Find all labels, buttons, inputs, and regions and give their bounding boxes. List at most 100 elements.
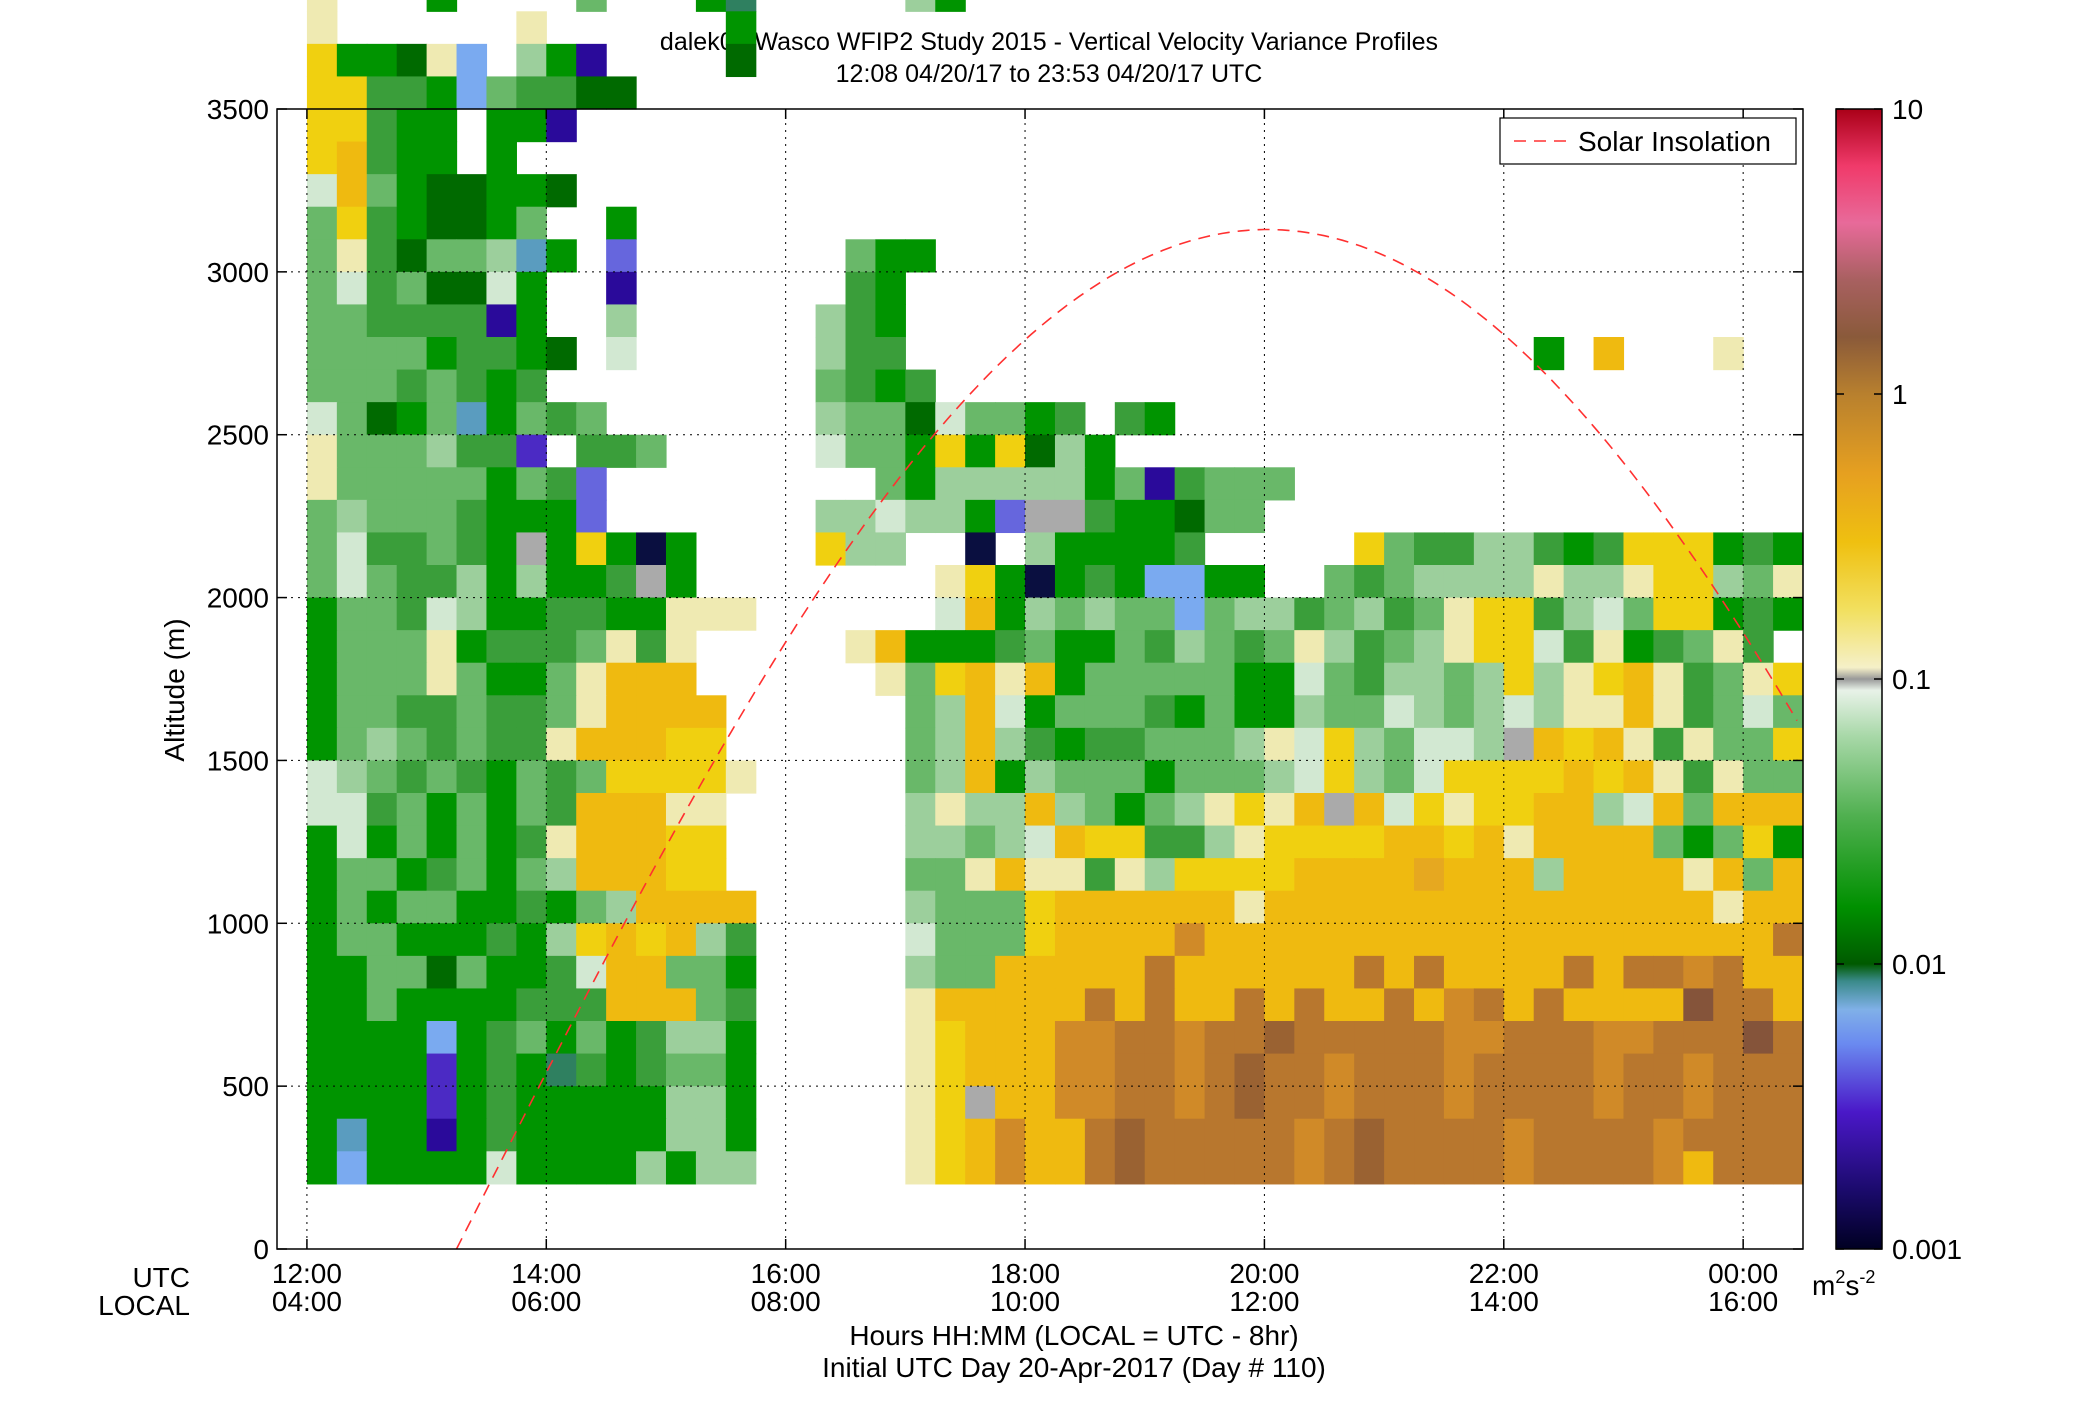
heatmap-cell: [366, 304, 398, 338]
heatmap-cell: [1054, 532, 1086, 566]
heatmap-cell: [606, 793, 637, 827]
heatmap-cell: [1773, 890, 1804, 924]
heatmap-cell: [396, 109, 428, 143]
heatmap-cell: [935, 955, 966, 990]
heatmap-cell: [1144, 467, 1176, 501]
heatmap-cell: [1054, 662, 1086, 696]
heatmap-cell: [1563, 858, 1595, 892]
heatmap-cell: [336, 760, 368, 794]
heatmap-cell: [516, 11, 547, 45]
heatmap-cell: [905, 1086, 936, 1120]
x-tick-label-utc: 16:00: [751, 1258, 821, 1289]
heatmap-cell: [1593, 662, 1625, 696]
heatmap-cell: [456, 271, 488, 306]
heatmap-cell: [1443, 662, 1475, 696]
heatmap-cell: [336, 109, 368, 143]
heatmap-cell: [636, 1021, 667, 1055]
heatmap-cell: [695, 890, 727, 924]
heatmap-cell: [606, 988, 637, 1022]
heatmap-cell: [426, 369, 458, 403]
heatmap-cell: [1414, 727, 1445, 762]
heatmap-cell: [905, 923, 936, 957]
heatmap-cell: [576, 565, 607, 599]
y-tick-label: 500: [222, 1071, 269, 1102]
heatmap-cell: [1563, 597, 1595, 631]
heatmap-cell: [965, 499, 996, 534]
heatmap-cell: [1623, 565, 1654, 599]
heatmap-cell: [905, 760, 936, 794]
heatmap-cell: [636, 662, 667, 696]
heatmap-cell: [426, 760, 458, 794]
heatmap-cell: [965, 1086, 996, 1120]
heatmap-cell: [1443, 695, 1475, 729]
heatmap-cell: [576, 890, 607, 924]
heatmap-cell: [576, 760, 607, 794]
heatmap-cell: [516, 565, 547, 599]
heatmap-cell: [1025, 1053, 1056, 1087]
heatmap-cell: [1713, 727, 1744, 762]
heatmap-cell: [636, 1118, 667, 1152]
heatmap-cell: [965, 825, 996, 859]
heatmap-cell: [1683, 597, 1714, 631]
heatmap-cell: [396, 304, 428, 338]
heatmap-cell: [1533, 793, 1565, 827]
heatmap-cell: [1234, 825, 1266, 859]
heatmap-cell: [1533, 532, 1565, 566]
heatmap-cell: [306, 1118, 338, 1152]
heatmap-cell: [1324, 955, 1355, 990]
heatmap-cell: [1563, 1086, 1595, 1120]
heatmap-cell: [1743, 1021, 1774, 1055]
heatmap-cell: [1234, 727, 1266, 762]
heatmap-cell: [725, 760, 757, 794]
heatmap-cell: [1623, 923, 1654, 957]
heatmap-cell: [1354, 793, 1385, 827]
heatmap-cell: [1025, 662, 1056, 696]
heatmap-cell: [1653, 760, 1684, 794]
heatmap-cell: [1443, 858, 1475, 892]
heatmap-cell: [1503, 1151, 1535, 1185]
heatmap-cell: [1743, 858, 1774, 892]
heatmap-cell: [905, 858, 936, 892]
heatmap-cell: [1114, 760, 1146, 794]
heatmap-cell: [516, 109, 547, 143]
heatmap-cell: [636, 727, 667, 762]
heatmap-cell: [1533, 858, 1565, 892]
heatmap-cell: [1084, 825, 1116, 859]
heatmap-cell: [576, 532, 607, 566]
heatmap-cell: [1294, 1021, 1325, 1055]
heatmap-cell: [576, 1151, 607, 1185]
heatmap-cell: [905, 825, 936, 859]
heatmap-cell: [426, 174, 458, 208]
heatmap-cell: [1114, 630, 1146, 664]
heatmap-cell: [1473, 630, 1505, 664]
heatmap-cell: [576, 1086, 607, 1120]
heatmap-cell: [1713, 1151, 1744, 1185]
heatmap-cell: [366, 239, 398, 273]
heatmap-cell: [1593, 727, 1625, 762]
heatmap-cell: [1294, 630, 1325, 664]
heatmap-cell: [1743, 597, 1774, 631]
heatmap-cell: [905, 727, 936, 762]
heatmap-cell: [516, 662, 547, 696]
heatmap-cell: [546, 43, 577, 78]
heatmap-cell: [965, 597, 996, 631]
heatmap-cell: [1443, 825, 1475, 859]
colorbar-tick-label: 0.001: [1892, 1234, 1962, 1265]
heatmap-cell: [486, 923, 517, 957]
heatmap-cell: [1354, 630, 1385, 664]
heatmap-cell: [396, 76, 428, 110]
heatmap-cell: [1414, 1021, 1445, 1055]
heatmap-cell: [1354, 1151, 1385, 1185]
heatmap-cell: [606, 597, 637, 631]
heatmap-cell: [396, 337, 428, 371]
heatmap-cell: [1144, 532, 1176, 566]
heatmap-cell: [1084, 434, 1116, 468]
heatmap-cell: [1174, 1118, 1206, 1152]
heatmap-cell: [486, 1053, 517, 1087]
heatmap-cell: [1144, 630, 1176, 664]
heatmap-cell: [1144, 760, 1176, 794]
heatmap-cell: [995, 1151, 1026, 1185]
heatmap-cell: [1593, 1021, 1625, 1055]
heatmap-cell: [875, 630, 906, 664]
colorbar-unit: m2s-2: [1812, 1267, 1875, 1301]
